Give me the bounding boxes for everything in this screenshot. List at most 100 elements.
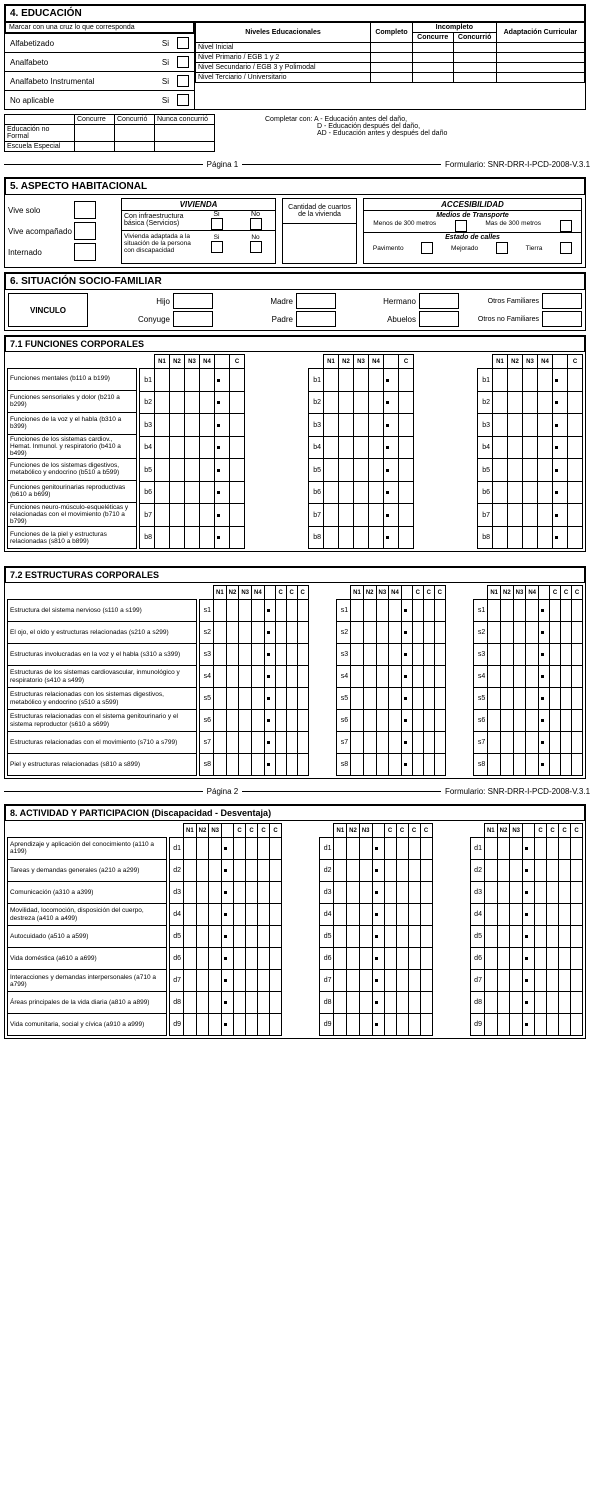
grid-cell-2-3-4[interactable]	[534, 904, 546, 926]
grid-cell-2-2-1[interactable]	[500, 644, 513, 666]
vive-solo-checkbox[interactable]	[74, 201, 96, 219]
grid-cell-0-5-2[interactable]	[239, 710, 252, 732]
grid-cell-1-1-0[interactable]	[334, 860, 347, 882]
grid-cell-1-6-6[interactable]	[408, 970, 420, 992]
grid-cell-1-4-6[interactable]	[408, 926, 420, 948]
hermano-box[interactable]	[419, 293, 459, 309]
grid-cell-0-7-0[interactable]	[155, 526, 170, 549]
grid-cell-0-6-2[interactable]	[185, 504, 200, 527]
grid-cell-1-3-1[interactable]	[339, 436, 354, 459]
grid-cell-0-2-0[interactable]	[214, 644, 227, 666]
grid-cell-0-3-0[interactable]	[155, 436, 170, 459]
grid-cell-1-8-2[interactable]	[359, 1014, 372, 1036]
grid-cell-0-7-3[interactable]	[252, 754, 265, 776]
grid-cell-0-0-0[interactable]	[155, 369, 170, 392]
grid-cell-2-5-4[interactable]	[534, 948, 546, 970]
grid-cell-1-2-1[interactable]	[347, 882, 360, 904]
grid-cell-0-0-6[interactable]	[258, 838, 270, 860]
literacy-checkbox-0[interactable]	[177, 37, 189, 49]
grid-cell-2-5-0[interactable]	[488, 710, 501, 732]
grid-cell-1-4-5[interactable]	[396, 926, 408, 948]
grid-cell-2-4-3[interactable]	[526, 688, 539, 710]
grid-cell-1-3-7[interactable]	[420, 904, 432, 926]
grid-cell-2-5-4[interactable]	[539, 710, 550, 732]
grid-cell-0-0-5[interactable]	[230, 369, 245, 392]
grid-cell-1-0-5[interactable]	[412, 600, 423, 622]
grid-cell-1-1-1[interactable]	[363, 622, 376, 644]
grid-cell-2-6-5[interactable]	[546, 970, 558, 992]
grid-cell-0-3-7[interactable]	[297, 666, 308, 688]
grid-cell-2-3-7[interactable]	[572, 666, 583, 688]
grid-cell-2-4-5[interactable]	[546, 926, 558, 948]
grid-cell-2-4-0[interactable]	[493, 459, 508, 482]
grid-cell-0-2-1[interactable]	[170, 414, 185, 437]
hijo-box[interactable]	[173, 293, 213, 309]
grid-cell-1-4-5[interactable]	[412, 688, 423, 710]
grid-cell-0-7-6[interactable]	[286, 754, 297, 776]
grid-cell-2-3-7[interactable]	[570, 904, 582, 926]
grid-cell-1-3-3[interactable]	[372, 904, 384, 926]
grid-cell-0-6-2[interactable]	[239, 732, 252, 754]
grid-cell-2-4-0[interactable]	[484, 926, 497, 948]
grid-cell-2-2-0[interactable]	[488, 644, 501, 666]
conyuge-box[interactable]	[173, 311, 213, 327]
grid-cell-1-1-4[interactable]	[401, 622, 412, 644]
grid-cell-2-1-2[interactable]	[513, 622, 526, 644]
grid-cell-1-7-2[interactable]	[359, 992, 372, 1014]
grid-cell-0-3-1[interactable]	[196, 904, 209, 926]
grid-cell-0-4-5[interactable]	[230, 459, 245, 482]
grid-cell-0-5-5[interactable]	[230, 481, 245, 504]
grid-cell-2-5-3[interactable]	[526, 710, 539, 732]
grid-cell-1-2-2[interactable]	[354, 414, 369, 437]
grid-cell-2-3-2[interactable]	[523, 436, 538, 459]
grid-cell-0-6-5[interactable]	[230, 504, 245, 527]
grid-cell-2-3-5[interactable]	[550, 666, 561, 688]
grid-cell-1-2-1[interactable]	[339, 414, 354, 437]
grid-cell-0-1-4[interactable]	[215, 391, 230, 414]
grid-cell-2-2-5[interactable]	[568, 414, 583, 437]
grid-cell-0-3-5[interactable]	[230, 436, 245, 459]
grid-cell-2-5-5[interactable]	[546, 948, 558, 970]
grid-cell-1-6-5[interactable]	[396, 970, 408, 992]
grid-cell-0-2-3[interactable]	[200, 414, 215, 437]
grid-cell-2-1-5[interactable]	[550, 622, 561, 644]
grid-cell-1-6-4[interactable]	[384, 504, 399, 527]
grid-cell-1-0-1[interactable]	[339, 369, 354, 392]
grid-cell-1-8-4[interactable]	[384, 1014, 396, 1036]
grid-cell-0-2-4[interactable]	[215, 414, 230, 437]
grid-cell-0-5-1[interactable]	[196, 948, 209, 970]
grid-cell-1-2-7[interactable]	[420, 882, 432, 904]
grid-cell-0-6-5[interactable]	[246, 970, 258, 992]
grid-cell-2-6-1[interactable]	[497, 970, 510, 992]
grid-cell-2-2-2[interactable]	[523, 414, 538, 437]
cantidad-input[interactable]	[283, 223, 356, 263]
grid-cell-2-6-5[interactable]	[568, 504, 583, 527]
grid-cell-0-3-3[interactable]	[222, 904, 234, 926]
grid-cell-1-4-4[interactable]	[384, 459, 399, 482]
grid-cell-2-4-7[interactable]	[570, 926, 582, 948]
grid-cell-0-0-0[interactable]	[184, 838, 197, 860]
menos-checkbox[interactable]	[455, 220, 467, 232]
grid-cell-1-1-0[interactable]	[324, 391, 339, 414]
otros-fam-box[interactable]	[542, 293, 582, 309]
grid-cell-1-2-5[interactable]	[412, 644, 423, 666]
grid-cell-0-6-3[interactable]	[200, 504, 215, 527]
grid-cell-1-5-0[interactable]	[324, 481, 339, 504]
grid-cell-1-3-4[interactable]	[384, 436, 399, 459]
grid-cell-2-1-1[interactable]	[500, 622, 513, 644]
grid-cell-2-3-6[interactable]	[561, 666, 572, 688]
grid-cell-0-3-2[interactable]	[209, 904, 222, 926]
grid-cell-0-3-4[interactable]	[234, 904, 246, 926]
grid-cell-0-1-7[interactable]	[270, 860, 282, 882]
grid-cell-2-4-1[interactable]	[497, 926, 510, 948]
extra-nunca-1[interactable]	[155, 142, 215, 152]
grid-cell-0-2-2[interactable]	[239, 644, 252, 666]
grid-cell-1-4-1[interactable]	[347, 926, 360, 948]
grid-cell-2-2-3[interactable]	[522, 882, 534, 904]
grid-cell-1-4-0[interactable]	[334, 926, 347, 948]
madre-box[interactable]	[296, 293, 336, 309]
grid-cell-0-5-7[interactable]	[270, 948, 282, 970]
grid-cell-2-2-0[interactable]	[484, 882, 497, 904]
grid-cell-1-0-7[interactable]	[434, 600, 445, 622]
grid-cell-2-5-5[interactable]	[568, 481, 583, 504]
